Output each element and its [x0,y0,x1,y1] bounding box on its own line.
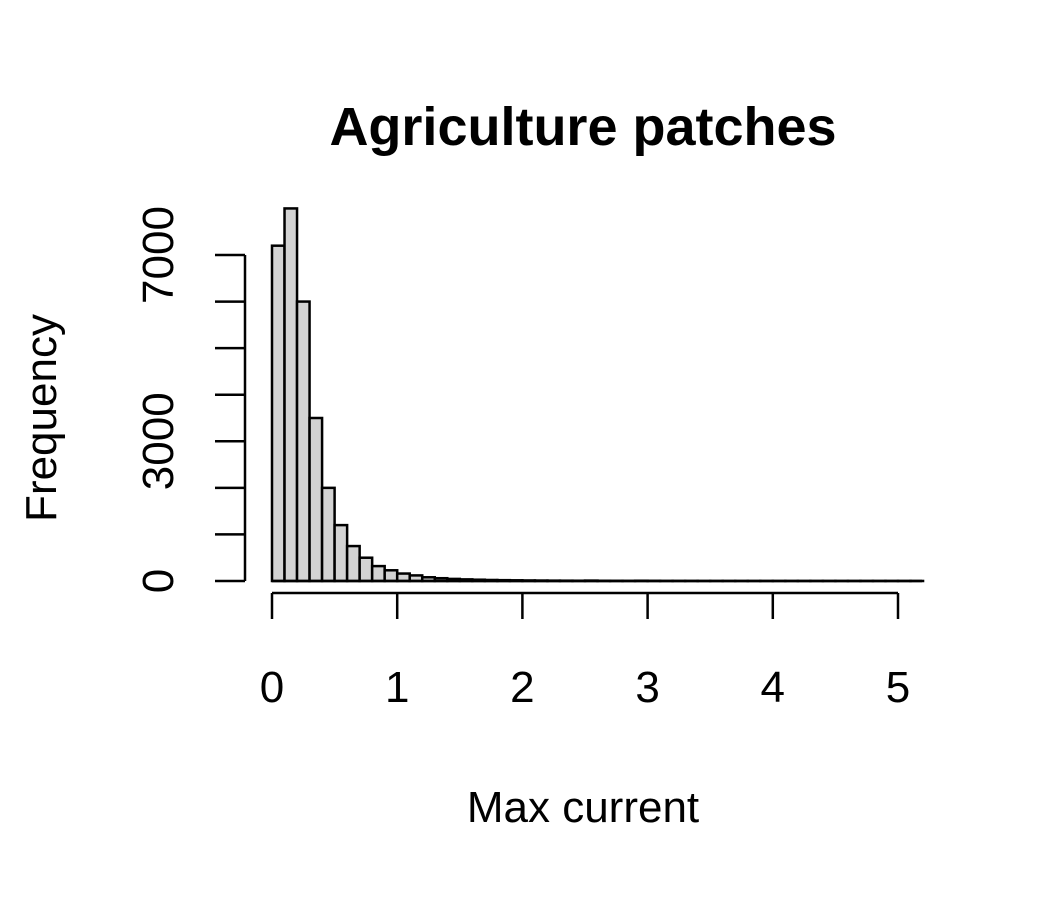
chart-title: Agriculture patches [329,97,836,157]
y-tick-label: 0 [134,569,183,593]
histogram-bar [370,564,386,583]
histogram-bar [270,244,286,583]
x-tick-label: 5 [886,663,910,712]
y-axis: 0 3000 7000 [134,206,247,593]
x-axis-label: Max current [467,783,699,832]
bars-group [270,207,925,583]
x-tick-label: 3 [635,663,659,712]
histogram-bar [295,300,311,583]
x-tick-label: 4 [761,663,785,712]
histogram-bar [308,416,324,583]
y-axis-label: Frequency [17,314,66,522]
histogram-bar [333,523,349,583]
y-tick-label: 3000 [134,392,183,490]
histogram-bar [283,207,299,583]
histogram-bar [358,556,374,583]
x-tick-label: 0 [260,663,284,712]
y-tick-label: 7000 [134,206,183,304]
x-tick-label: 2 [510,663,534,712]
x-axis: 0 1 2 3 4 5 [260,591,910,712]
histogram-bar [345,544,361,583]
histogram-bar [383,569,399,583]
histogram-bar [320,486,336,583]
x-tick-label: 1 [385,663,409,712]
